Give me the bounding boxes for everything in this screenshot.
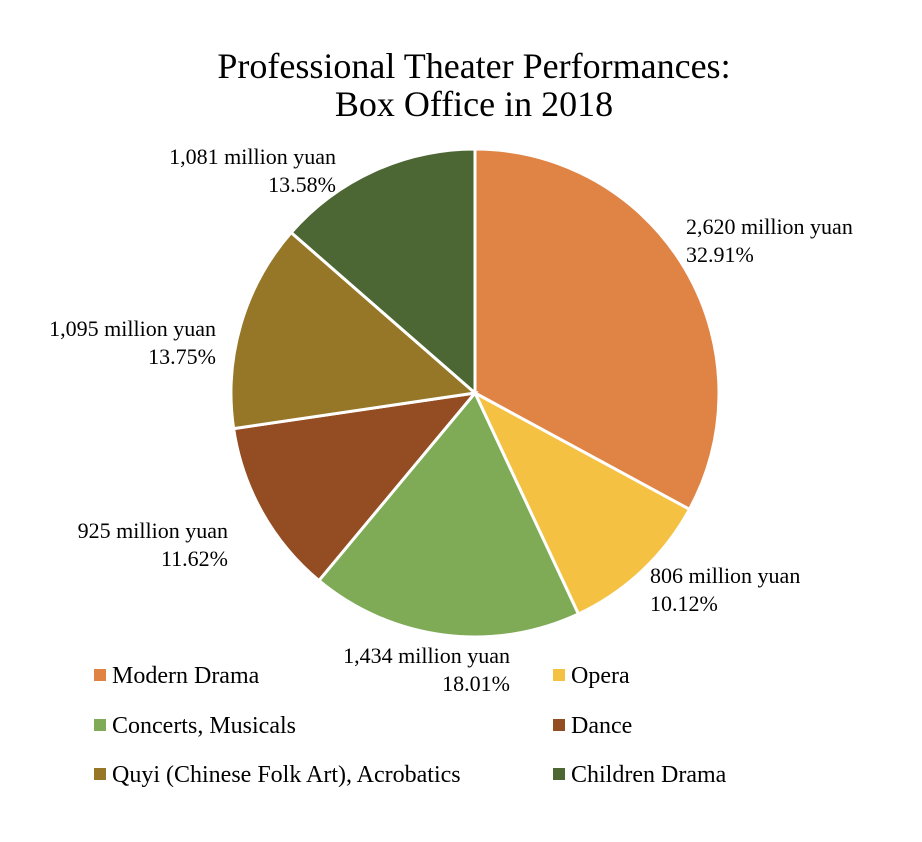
chart-title-line-2: Box Office in 2018 [335, 84, 613, 124]
chart-title: Professional Theater Performances: Box O… [217, 46, 730, 124]
value-label-opera: 806 million yuan [650, 563, 800, 588]
legend-swatch-modern-drama [94, 669, 106, 681]
value-label-concerts-musicals: 1,434 million yuan [343, 643, 510, 668]
legend-label-concerts-musicals: Concerts, Musicals [112, 713, 296, 739]
data-labels: 2,620 million yuan 32.91% 806 million yuan… [49, 144, 853, 696]
slice-opera [471, 389, 692, 616]
legend-swatch-opera [553, 669, 565, 681]
percent-label-children-drama: 13.58% [268, 172, 336, 197]
slice-concerts-musicals [316, 390, 581, 639]
value-label-quyi-chinese-folk-art-acrobatics: 1,095 million yuan [49, 316, 216, 341]
legend: Modern Drama Opera Concerts, Musicals Dance… [94, 663, 727, 788]
value-label-children-drama: 1,081 million yuan [169, 144, 336, 169]
chart-title-line-1: Professional Theater Performances: [217, 46, 730, 86]
percent-label-concerts-musicals: 18.01% [442, 671, 510, 696]
legend-label-quyi-chinese-folk-art-acrobatics: Quyi (Chinese Folk Art), Acrobatics [112, 762, 461, 788]
pie-slices [229, 147, 721, 639]
legend-swatch-concerts-musicals [94, 719, 106, 731]
slice-quyi-chinese-folk-art-acrobatics [229, 230, 479, 431]
percent-label-modern-drama: 32.91% [686, 242, 754, 267]
legend-swatch-quyi-chinese-folk-art-acrobatics [94, 768, 106, 780]
value-label-modern-drama: 2,620 million yuan [686, 214, 853, 239]
legend-label-dance: Dance [571, 713, 632, 739]
legend-label-children-drama: Children Drama [571, 762, 727, 788]
percent-label-dance: 11.62% [161, 546, 228, 571]
slice-dance [231, 390, 479, 583]
percent-label-opera: 10.12% [650, 591, 718, 616]
legend-label-modern-drama: Modern Drama [112, 663, 260, 689]
value-label-dance: 925 million yuan [78, 518, 228, 543]
slice-modern-drama [473, 147, 721, 512]
legend-label-opera: Opera [571, 663, 630, 689]
percent-label-quyi-chinese-folk-art-acrobatics: 13.75% [148, 344, 216, 369]
legend-swatch-children-drama [553, 768, 565, 780]
legend-swatch-dance [553, 719, 565, 731]
slice-children-drama [289, 147, 477, 397]
